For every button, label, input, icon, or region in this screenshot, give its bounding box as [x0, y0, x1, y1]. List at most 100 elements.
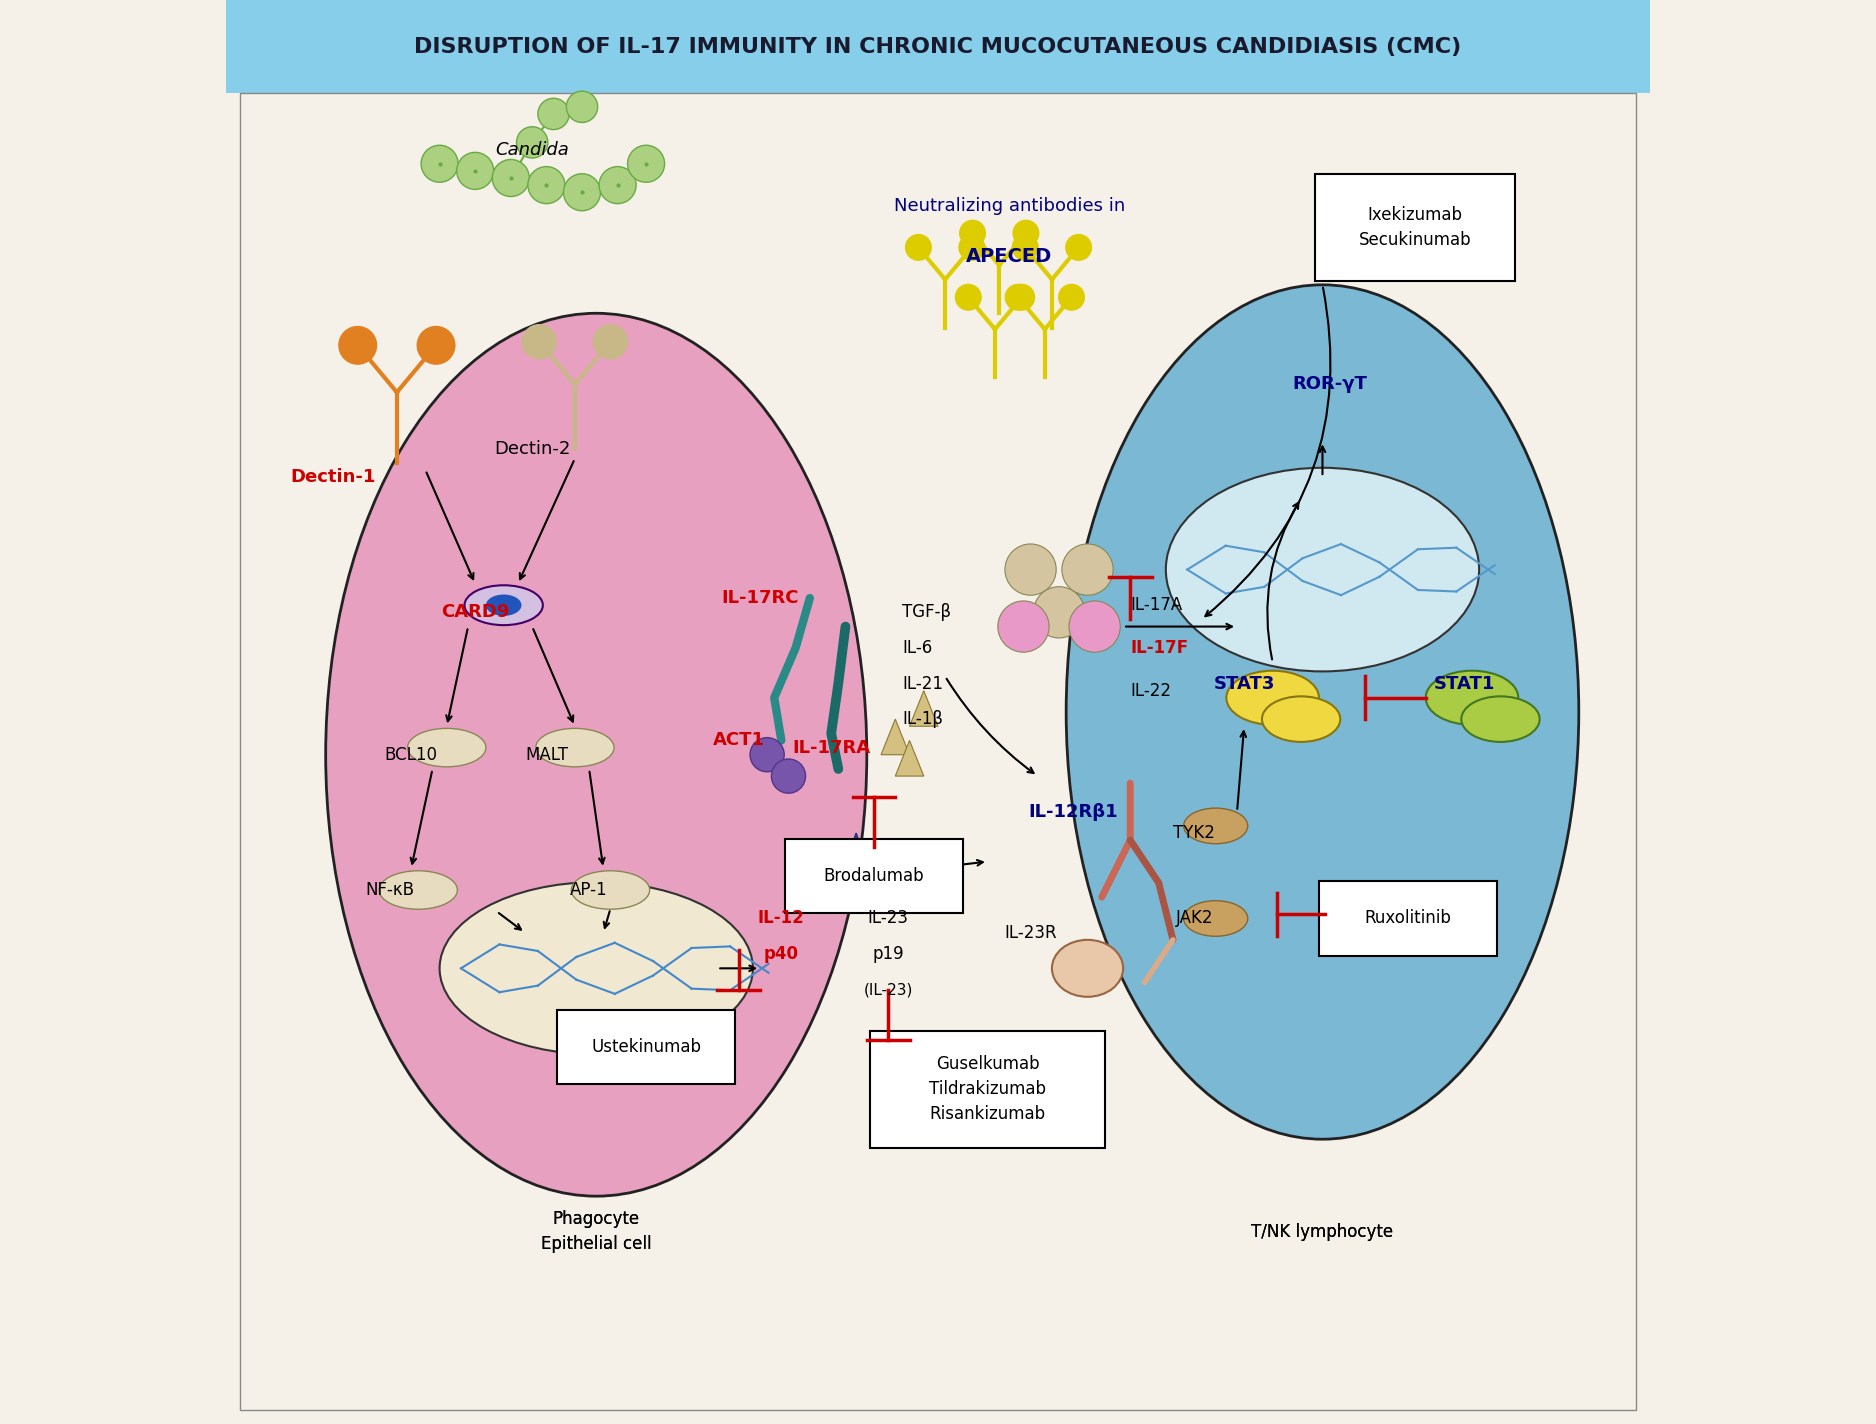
Text: Dectin-1: Dectin-1: [291, 468, 375, 486]
Text: APECED: APECED: [966, 246, 1052, 266]
Text: ACT1: ACT1: [713, 732, 765, 749]
Ellipse shape: [572, 870, 649, 910]
Ellipse shape: [439, 881, 752, 1054]
Text: CARD9: CARD9: [441, 604, 510, 621]
FancyBboxPatch shape: [557, 1010, 735, 1084]
Circle shape: [1006, 285, 1032, 310]
Circle shape: [340, 326, 377, 365]
Ellipse shape: [1052, 940, 1124, 997]
Text: MALT: MALT: [525, 746, 568, 763]
Text: IL-12: IL-12: [758, 910, 805, 927]
Text: IL-12Rβ1: IL-12Rβ1: [1028, 803, 1118, 820]
Text: IL-17F: IL-17F: [1129, 639, 1188, 656]
Polygon shape: [910, 691, 938, 726]
Circle shape: [538, 98, 568, 130]
Circle shape: [527, 167, 565, 204]
Circle shape: [906, 235, 930, 261]
Text: Phagocyte
Epithelial cell: Phagocyte Epithelial cell: [540, 1210, 651, 1253]
FancyBboxPatch shape: [1319, 881, 1497, 956]
Circle shape: [771, 759, 805, 793]
Circle shape: [516, 127, 548, 158]
Circle shape: [959, 235, 985, 261]
Text: Neutralizing antibodies in: Neutralizing antibodies in: [893, 198, 1126, 215]
Text: IL-23: IL-23: [869, 910, 908, 927]
Circle shape: [1009, 285, 1034, 310]
Text: T/NK lymphocyte: T/NK lymphocyte: [1251, 1223, 1394, 1240]
Text: NF-κB: NF-κB: [366, 881, 415, 899]
Circle shape: [563, 174, 600, 211]
Circle shape: [1013, 235, 1037, 261]
Circle shape: [750, 738, 784, 772]
Circle shape: [955, 285, 981, 310]
Ellipse shape: [1227, 671, 1319, 725]
Ellipse shape: [465, 585, 542, 625]
Text: JAK2: JAK2: [1176, 910, 1214, 927]
Text: IL-17RC: IL-17RC: [720, 590, 799, 607]
Text: IL-1β: IL-1β: [902, 711, 944, 728]
Text: TGF-β: TGF-β: [902, 604, 951, 621]
Text: Guselkumab
Tildrakizumab
Risankizumab: Guselkumab Tildrakizumab Risankizumab: [929, 1055, 1047, 1124]
Circle shape: [567, 91, 598, 122]
FancyBboxPatch shape: [870, 1031, 1105, 1148]
Circle shape: [1069, 601, 1120, 652]
Text: ROR-γT: ROR-γT: [1293, 376, 1368, 393]
Polygon shape: [895, 740, 923, 776]
Circle shape: [598, 167, 636, 204]
Polygon shape: [893, 840, 923, 883]
Circle shape: [1034, 587, 1084, 638]
Text: BCL10: BCL10: [385, 746, 437, 763]
Ellipse shape: [537, 729, 613, 766]
Text: p40: p40: [764, 946, 799, 963]
FancyBboxPatch shape: [225, 0, 1651, 93]
Circle shape: [1013, 221, 1039, 246]
Text: Phagocyte
Epithelial cell: Phagocyte Epithelial cell: [540, 1210, 651, 1253]
Text: Ruxolitinib: Ruxolitinib: [1364, 910, 1452, 927]
Text: IL-22: IL-22: [1129, 682, 1171, 699]
Text: TYK2: TYK2: [1172, 824, 1216, 842]
Text: IL-6: IL-6: [902, 639, 932, 656]
Circle shape: [1066, 235, 1092, 261]
Text: Brodalumab: Brodalumab: [824, 867, 925, 884]
Text: STAT1: STAT1: [1433, 675, 1495, 692]
Circle shape: [420, 145, 458, 182]
Ellipse shape: [1184, 809, 1248, 843]
Circle shape: [998, 601, 1049, 652]
FancyBboxPatch shape: [784, 839, 962, 913]
Text: Ustekinumab: Ustekinumab: [591, 1038, 702, 1055]
Text: IL-23R: IL-23R: [1004, 924, 1056, 941]
Polygon shape: [882, 719, 910, 755]
Text: DISRUPTION OF IL-17 IMMUNITY IN CHRONIC MUCOCUTANEOUS CANDIDIASIS (CMC): DISRUPTION OF IL-17 IMMUNITY IN CHRONIC …: [415, 37, 1461, 57]
Text: IL-17A: IL-17A: [1129, 597, 1182, 614]
Ellipse shape: [1426, 671, 1518, 725]
Ellipse shape: [1461, 696, 1540, 742]
Ellipse shape: [1066, 285, 1580, 1139]
Text: Ixekizumab
Secukinumab: Ixekizumab Secukinumab: [1358, 206, 1471, 249]
Circle shape: [456, 152, 493, 189]
Ellipse shape: [1184, 901, 1248, 937]
Text: Candida: Candida: [495, 141, 568, 158]
Circle shape: [522, 325, 557, 359]
Text: IL-17RA: IL-17RA: [792, 739, 870, 756]
Text: AP-1: AP-1: [570, 881, 608, 899]
Circle shape: [1062, 544, 1112, 595]
Ellipse shape: [326, 313, 867, 1196]
Circle shape: [593, 325, 628, 359]
Circle shape: [1006, 544, 1056, 595]
Ellipse shape: [407, 729, 486, 766]
Circle shape: [492, 159, 529, 197]
Circle shape: [416, 326, 454, 365]
Ellipse shape: [1263, 696, 1339, 742]
Ellipse shape: [486, 595, 522, 617]
Polygon shape: [839, 833, 874, 883]
FancyBboxPatch shape: [1315, 175, 1514, 282]
Text: IL-21: IL-21: [902, 675, 944, 692]
Circle shape: [961, 221, 985, 246]
Ellipse shape: [1165, 467, 1478, 672]
Text: Dectin-2: Dectin-2: [493, 440, 570, 457]
Text: (IL-23): (IL-23): [863, 983, 914, 997]
Ellipse shape: [379, 870, 458, 910]
Text: T/NK lymphocyte: T/NK lymphocyte: [1251, 1223, 1394, 1240]
Circle shape: [1058, 285, 1084, 310]
Text: STAT3: STAT3: [1214, 675, 1276, 692]
Text: p19: p19: [872, 946, 904, 963]
